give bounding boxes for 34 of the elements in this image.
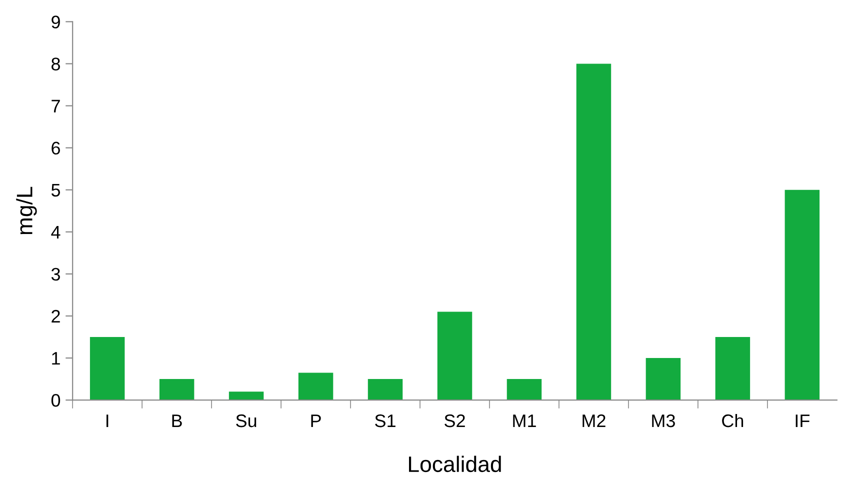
x-tick-label: I [106,414,108,428]
x-tick-label: P [311,414,321,428]
y-axis-title: mg/L [16,186,37,234]
x-tick-label: Ch [722,414,744,428]
y-tick-label: 6 [52,142,60,155]
y-tick-label: 2 [52,310,60,323]
bar [159,379,194,400]
y-tick-label: 3 [51,268,60,281]
bar [506,379,542,400]
bar [715,337,750,400]
y-tick-label: 7 [52,100,60,112]
x-tick-label: Su [236,414,256,428]
x-tick-label: S2 [444,414,465,428]
y-tick-label: 5 [51,184,60,197]
bar [228,392,264,400]
bar [784,190,820,400]
y-tick-label: 0 [51,394,60,407]
x-tick-label: B [172,414,182,428]
y-tick-label: 8 [52,58,60,70]
x-tick-label: M1 [513,414,536,428]
x-axis-title: Localidad [409,456,501,472]
y-tick-label: 1 [52,352,60,365]
bar [90,337,125,400]
bar [576,64,612,400]
bar [437,312,472,400]
bar [646,358,681,400]
x-tick-label: M2 [582,414,606,428]
bar [368,379,403,400]
x-tick-label: S1 [375,414,396,428]
y-tick-label: 4 [51,226,60,238]
x-tick-label: M3 [652,414,675,428]
y-tick-label: 9 [52,16,60,28]
x-tick-label: IF [796,414,810,428]
bar [298,372,334,400]
